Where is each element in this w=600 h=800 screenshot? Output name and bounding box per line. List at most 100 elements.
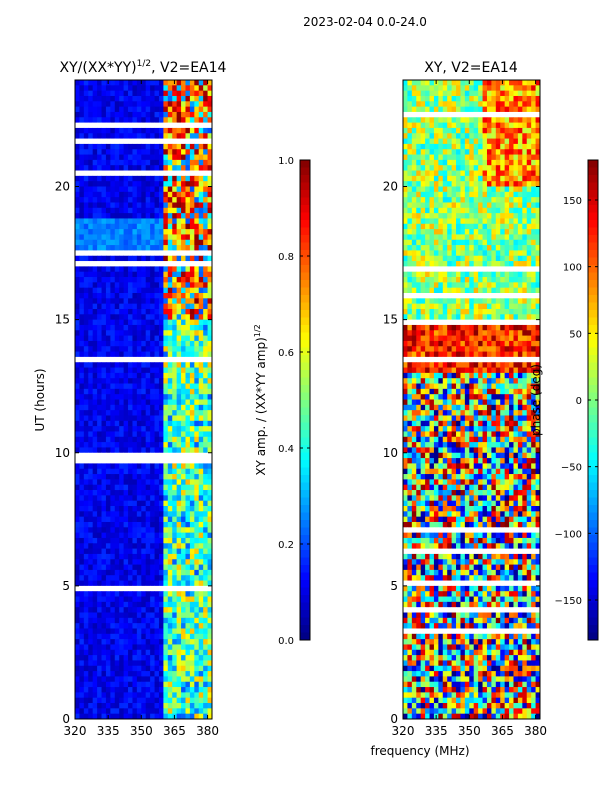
- heatmap-cell: [105, 340, 111, 347]
- heatmap-cell: [478, 197, 483, 203]
- heatmap-cell: [185, 591, 191, 597]
- heatmap-cell: [150, 596, 155, 603]
- heatmap-cell: [176, 165, 182, 171]
- heatmap-cell: [172, 660, 178, 667]
- heatmap-cell: [88, 697, 94, 704]
- heatmap-cell: [119, 159, 125, 166]
- heatmap-cell: [163, 410, 169, 416]
- heatmap-cell: [92, 351, 98, 358]
- heatmap-cell: [198, 133, 204, 139]
- heatmap-cell: [411, 277, 417, 283]
- heatmap-cell: [486, 122, 492, 129]
- heatmap-cell: [128, 452, 133, 459]
- heatmap-cell: [433, 186, 439, 193]
- heatmap-cell: [110, 500, 116, 507]
- heatmap-cell: [101, 431, 107, 438]
- heatmap-cell: [75, 303, 80, 310]
- heatmap-cell: [167, 426, 173, 432]
- heatmap-cell: [145, 175, 151, 182]
- heatmap-cell: [88, 687, 94, 693]
- heatmap-cell: [207, 170, 213, 177]
- heatmap-cell: [128, 95, 133, 102]
- heatmap-cell: [145, 213, 151, 219]
- heatmap-cell: [105, 186, 111, 193]
- heatmap-cell: [456, 181, 461, 187]
- heatmap-cell: [185, 500, 191, 507]
- heatmap-cell: [154, 293, 160, 299]
- heatmap-cell: [203, 143, 208, 150]
- colorbar-swatch: [300, 310, 310, 318]
- heatmap-cell: [185, 324, 191, 331]
- heatmap-cell: [110, 383, 116, 390]
- heatmap-cell: [88, 122, 94, 129]
- heatmap-cell: [513, 266, 519, 273]
- heatmap-cell: [176, 703, 182, 709]
- heatmap-cell: [128, 404, 133, 411]
- heatmap-cell: [145, 207, 151, 214]
- heatmap-cell: [97, 410, 102, 416]
- heatmap-cell: [110, 250, 116, 257]
- heatmap-cell: [141, 340, 147, 347]
- heatmap-cell: [172, 612, 178, 619]
- heatmap-cell: [163, 255, 169, 262]
- heatmap-cell: [207, 484, 213, 491]
- heatmap-cell: [150, 378, 155, 384]
- heatmap-cell: [105, 399, 111, 406]
- heatmap-cell: [198, 186, 204, 193]
- heatmap-cell: [88, 127, 94, 134]
- heatmap-cell: [172, 186, 178, 193]
- colorbar-swatch: [300, 340, 310, 348]
- heatmap-cell: [83, 671, 89, 677]
- heatmap-cell: [136, 207, 142, 214]
- heatmap-cell: [101, 687, 107, 693]
- heatmap-cell: [92, 660, 98, 667]
- heatmap-cell: [79, 553, 85, 560]
- heatmap-cell: [203, 426, 208, 432]
- heatmap-cell: [88, 665, 94, 672]
- heatmap-cell: [101, 671, 107, 677]
- heatmap-cell: [163, 372, 169, 379]
- heatmap-cell: [194, 665, 200, 672]
- heatmap-cell: [172, 298, 178, 305]
- heatmap-cell: [163, 340, 169, 347]
- heatmap-cell: [433, 149, 439, 155]
- heatmap-cell: [478, 117, 483, 124]
- heatmap-cell: [500, 266, 506, 273]
- heatmap-cell: [154, 399, 160, 406]
- heatmap-cell: [203, 287, 208, 294]
- heatmap-cell: [132, 426, 138, 432]
- heatmap-cell: [420, 85, 426, 92]
- heatmap-cell: [136, 154, 142, 161]
- colorbar-swatch: [300, 242, 310, 251]
- heatmap-cell: [145, 655, 151, 661]
- heatmap-cell: [110, 340, 116, 347]
- heatmap-cell: [110, 521, 116, 528]
- heatmap-cell: [119, 127, 125, 134]
- heatmap-cell: [167, 165, 173, 171]
- heatmap-cell: [504, 197, 510, 203]
- heatmap-cell: [403, 111, 408, 118]
- heatmap-cell: [114, 420, 120, 427]
- heatmap-cell: [203, 95, 208, 102]
- heatmap-cell: [150, 165, 155, 171]
- heatmap-cell: [119, 143, 125, 150]
- heatmap-cell: [517, 255, 523, 262]
- heatmap-cell: [101, 665, 107, 672]
- heatmap-cell: [128, 644, 133, 651]
- heatmap-cell: [172, 458, 178, 464]
- heatmap-cell: [92, 474, 98, 480]
- heatmap-cell: [194, 415, 200, 422]
- heatmap-cell: [132, 607, 138, 613]
- heatmap-cell: [83, 633, 89, 640]
- heatmap-cell: [194, 293, 200, 299]
- heatmap-cell: [110, 633, 116, 640]
- heatmap-cell: [189, 426, 195, 432]
- heatmap-cell: [110, 665, 116, 672]
- heatmap-cell: [141, 181, 147, 187]
- heatmap-cell: [136, 681, 142, 688]
- heatmap-cell: [172, 143, 178, 150]
- colorbar-swatch: [300, 625, 310, 633]
- heatmap-cell: [92, 649, 98, 656]
- heatmap-cell: [500, 250, 506, 257]
- heatmap-cell: [158, 191, 164, 198]
